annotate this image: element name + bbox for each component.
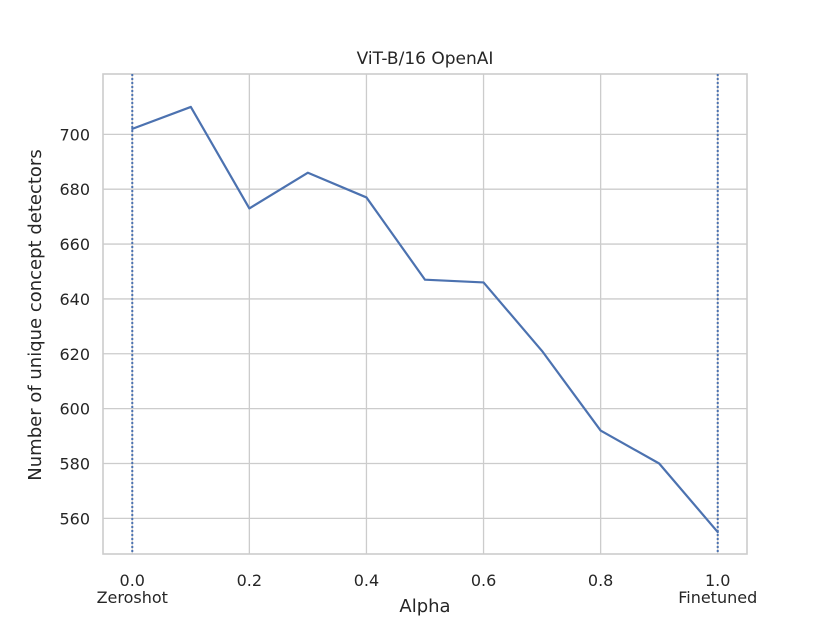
series-layer <box>131 105 719 534</box>
y-tick-label: 600 <box>59 400 90 419</box>
reference-line-labels: Zeroshot Finetuned <box>97 588 758 607</box>
y-tick-label: 680 <box>59 180 90 199</box>
x-tick-label: 0.4 <box>354 571 379 590</box>
y-axis-ticks: 560 580 600 620 640 660 680 700 <box>59 125 90 528</box>
x-tick-label: 0.2 <box>237 571 262 590</box>
y-tick-label: 640 <box>59 290 90 309</box>
reference-line-label: Finetuned <box>678 588 757 607</box>
y-tick-label: 580 <box>59 454 90 473</box>
grid <box>103 74 747 554</box>
x-tick-label: 0.6 <box>471 571 496 590</box>
y-tick-label: 620 <box>59 345 90 364</box>
y-tick-label: 660 <box>59 235 90 254</box>
x-axis-ticks: 0.0 0.2 0.4 0.6 0.8 1.0 <box>120 571 731 590</box>
reference-line-label: Zeroshot <box>97 588 168 607</box>
x-tick-label: 1.0 <box>705 571 730 590</box>
y-tick-label: 700 <box>59 125 90 144</box>
x-tick-label: 0.0 <box>120 571 145 590</box>
y-axis-label: Number of unique concept detectors <box>25 149 46 480</box>
reference-lines <box>131 74 719 554</box>
series-line <box>131 105 719 534</box>
y-tick-label: 560 <box>59 509 90 528</box>
chart-title: ViT-B/16 OpenAI <box>357 49 494 69</box>
plot-frame <box>102 73 748 555</box>
x-tick-label: 0.8 <box>588 571 613 590</box>
x-axis-label: Alpha <box>399 596 450 617</box>
